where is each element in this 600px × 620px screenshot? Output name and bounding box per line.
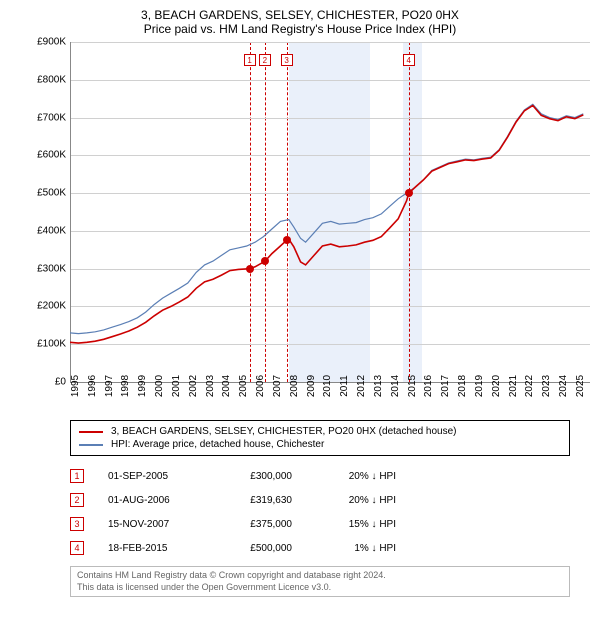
sale-point	[405, 189, 413, 197]
event-diff: 1% ↓ HPI	[316, 543, 396, 554]
legend-swatch	[79, 431, 103, 433]
y-tick-label: £600K	[30, 150, 66, 161]
event-price: £500,000	[222, 543, 292, 554]
event-date: 01-AUG-2006	[108, 495, 198, 506]
y-tick-label: £500K	[30, 188, 66, 199]
legend-box: 3, BEACH GARDENS, SELSEY, CHICHESTER, PO…	[70, 420, 570, 456]
license-line1: Contains HM Land Registry data © Crown c…	[77, 570, 563, 582]
event-marker-icon: 2	[70, 493, 84, 507]
event-date: 01-SEP-2005	[108, 471, 198, 482]
y-tick-label: £800K	[30, 74, 66, 85]
event-date: 15-NOV-2007	[108, 519, 198, 530]
chart-title: 3, BEACH GARDENS, SELSEY, CHICHESTER, PO…	[10, 8, 590, 22]
event-marker-icon: 4	[70, 541, 84, 555]
event-marker-3: 3	[281, 54, 293, 66]
license-box: Contains HM Land Registry data © Crown c…	[70, 566, 570, 597]
event-marker-icon: 1	[70, 469, 84, 483]
events-table: 1 01-SEP-2005 £300,000 20% ↓ HPI 2 01-AUG-200…	[70, 464, 570, 560]
license-line2: This data is licensed under the Open Gov…	[77, 582, 563, 594]
chart-container: 3, BEACH GARDENS, SELSEY, CHICHESTER, PO…	[0, 0, 600, 620]
event-row-1: 1 01-SEP-2005 £300,000 20% ↓ HPI	[70, 464, 570, 488]
plot-region: 123 4	[70, 42, 590, 382]
event-marker-2: 2	[259, 54, 271, 66]
y-tick-label: £300K	[30, 263, 66, 274]
event-price: £375,000	[222, 519, 292, 530]
event-price: £319,630	[222, 495, 292, 506]
event-marker-4: 4	[403, 54, 415, 66]
chart-area: 123 4 £0 £100K £200K £300K £400K £500K £600K £70…	[30, 42, 590, 412]
legend-row: 3, BEACH GARDENS, SELSEY, CHICHESTER, PO…	[79, 425, 561, 438]
legend-row: HPI: Average price, detached house, Chic…	[79, 438, 561, 451]
event-diff: 20% ↓ HPI	[316, 495, 396, 506]
sale-point	[261, 257, 269, 265]
y-tick-label: £100K	[30, 339, 66, 350]
event-diff: 20% ↓ HPI	[316, 471, 396, 482]
event-row-3: 3 15-NOV-2007 £375,000 15% ↓ HPI	[70, 512, 570, 536]
series-property	[70, 106, 583, 344]
event-diff: 15% ↓ HPI	[316, 519, 396, 530]
y-tick-label: £700K	[30, 112, 66, 123]
event-marker-1: 1	[244, 54, 256, 66]
legend-swatch	[79, 444, 103, 446]
event-row-4: 4 18-FEB-2015 £500,000 1% ↓ HPI	[70, 536, 570, 560]
y-tick-label: £400K	[30, 225, 66, 236]
y-tick-label: £900K	[30, 37, 66, 48]
event-marker-icon: 3	[70, 517, 84, 531]
legend-label: 3, BEACH GARDENS, SELSEY, CHICHESTER, PO…	[111, 426, 457, 437]
y-tick-label: £0	[30, 377, 66, 388]
event-price: £300,000	[222, 471, 292, 482]
chart-subtitle: Price paid vs. HM Land Registry's House …	[10, 22, 590, 36]
sale-point	[246, 265, 254, 273]
event-date: 18-FEB-2015	[108, 543, 198, 554]
legend-label: HPI: Average price, detached house, Chic…	[111, 439, 324, 450]
event-row-2: 2 01-AUG-2006 £319,630 20% ↓ HPI	[70, 488, 570, 512]
line-series-svg	[70, 42, 590, 382]
y-tick-label: £200K	[30, 301, 66, 312]
sale-point	[283, 236, 291, 244]
